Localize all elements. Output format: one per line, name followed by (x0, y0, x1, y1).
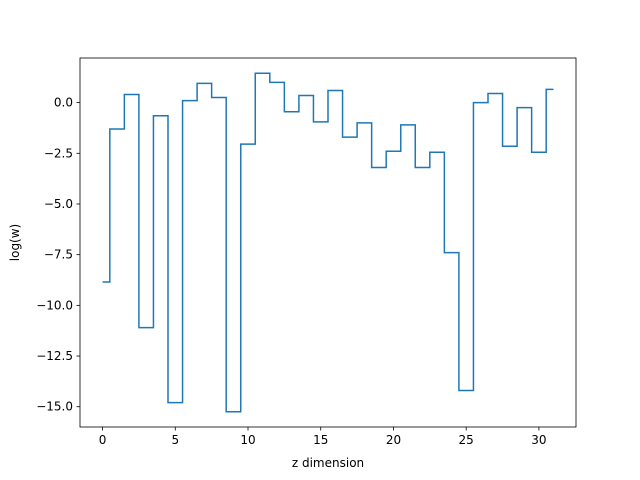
y-tick-label: −7.5 (44, 248, 73, 262)
y-tick-label: −2.5 (44, 146, 73, 160)
x-tick-label: 25 (459, 433, 474, 447)
y-axis-label: log(w) (8, 224, 22, 261)
x-tick-label: 15 (313, 433, 328, 447)
y-axis-ticks: 0.0 −2.5 −5.0 −7.5 −10.0 −12.5 −15.0 (36, 96, 80, 414)
y-tick-label: 0.0 (54, 96, 73, 110)
x-axis-label: z dimension (292, 456, 364, 470)
x-tick-label: 5 (171, 433, 179, 447)
y-tick-label: −10.0 (36, 298, 73, 312)
x-tick-label: 20 (386, 433, 401, 447)
x-tick-label: 0 (99, 433, 107, 447)
y-tick-label: −12.5 (36, 349, 73, 363)
series-line-log-w (102, 72, 554, 413)
y-tick-label: −15.0 (36, 400, 73, 414)
x-tick-label: 30 (531, 433, 546, 447)
plot-frame (79, 57, 577, 428)
y-tick-label: −5.0 (44, 197, 73, 211)
x-axis-ticks: 0 5 10 15 20 25 30 (99, 427, 547, 447)
x-tick-label: 10 (240, 433, 255, 447)
